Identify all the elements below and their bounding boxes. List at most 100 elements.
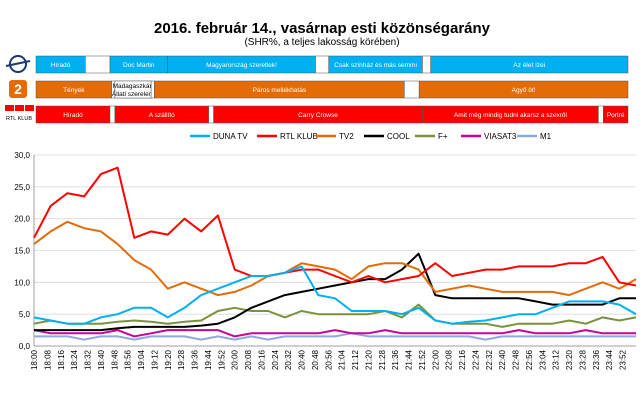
m1-logo-icon (5, 55, 31, 73)
x-tick-label: 18:00 (30, 349, 39, 370)
series-line-f- (33, 303, 637, 328)
y-tick-label: 25,0 (14, 183, 30, 192)
program-block-tv2 (150, 80, 155, 99)
x-tick-label: 21:04 (338, 349, 347, 370)
x-tick-label: 19:52 (217, 349, 226, 370)
series-line-viasat3 (33, 329, 636, 338)
x-tick-label: 20:08 (244, 349, 253, 370)
x-tick-label: 21:28 (378, 349, 387, 370)
svg-text:RTL KLUB: RTL KLUB (6, 116, 32, 122)
x-tick-label: 22:08 (445, 349, 454, 370)
program-block-rtl (598, 105, 604, 124)
x-tick-label: 20:56 (324, 349, 333, 370)
x-tick-label: 18:32 (84, 349, 93, 370)
series-line-duna-tv (33, 265, 637, 325)
x-tick-label: 19:36 (191, 349, 200, 370)
series-line-m1 (34, 332, 636, 341)
x-tick-label: 21:12 (351, 349, 360, 370)
y-tick-label: 10,0 (14, 278, 30, 287)
x-tick-label: 18:56 (124, 349, 133, 370)
x-tick-label: 19:28 (177, 349, 186, 370)
program-block-m1 (430, 55, 629, 74)
rtl-logo-icon: RTL KLUB (5, 105, 34, 122)
tv2-logo-icon: 2 (9, 80, 27, 98)
chart-title: 2016. február 14., vasárnap esti közönsé… (154, 20, 490, 37)
program-block-m1 (422, 55, 431, 74)
x-tick-label: 22:56 (525, 349, 534, 370)
x-tick-label: 21:52 (418, 349, 427, 370)
chart-legend: DUNA TV RTL KLUB TV2 COOL F+ VIASAT3 M1 (190, 132, 552, 141)
chart-series (33, 166, 637, 341)
program-label: Agyő öt! (512, 87, 536, 94)
legend-label: M1 (540, 132, 552, 141)
x-tick-label: 22:32 (485, 349, 494, 370)
svg-text:2: 2 (14, 81, 22, 97)
legend-label: F+ (438, 132, 448, 141)
y-tick-label: 15,0 (14, 247, 30, 256)
x-tick-label: 22:24 (471, 349, 480, 370)
x-tick-label: 21:20 (364, 349, 373, 370)
x-tick-label: 20:24 (271, 349, 280, 370)
x-tick-label: 20:00 (231, 349, 240, 370)
program-label: Portré (607, 112, 625, 119)
x-tick-label: 21:44 (405, 349, 414, 370)
y-tick-label: 5,0 (19, 310, 31, 319)
x-tick-label: 22:48 (512, 349, 521, 370)
program-block-tv2 (418, 80, 629, 99)
x-tick-label: 18:24 (70, 349, 79, 370)
program-label: A szállító (149, 112, 175, 119)
program-label: Magyarország szeretlek! (206, 62, 277, 69)
x-tick-label: 18:48 (110, 349, 119, 370)
program-label: Híradó (63, 112, 83, 119)
x-tick-label: 23:12 (552, 349, 561, 370)
program-label: Állati szerelem (112, 89, 154, 98)
legend-label: RTL KLUB (280, 132, 318, 141)
chart-axes: 0,0 5,0 10,0 15,0 20,0 25,0 30,0 18:00 18:08 18:1… (14, 151, 636, 370)
series-line-tv2 (33, 220, 637, 297)
chart-subtitle: (SHR%, a teljes lakosság körében) (244, 37, 400, 48)
program-block-tv2 (404, 80, 420, 99)
program-block-rtl (603, 105, 629, 124)
program-label: Páros mellékhatás (253, 87, 307, 94)
x-tick-label: 23:36 (592, 349, 601, 370)
x-tick-label: 23:20 (565, 349, 574, 370)
x-tick-label: 18:40 (97, 349, 106, 370)
x-tick-label: 23:52 (619, 349, 628, 370)
x-tick-label: 18:08 (43, 349, 52, 370)
x-tick-label: 22:16 (458, 349, 467, 370)
x-tick-label: 19:20 (164, 349, 173, 370)
x-tick-label: 18:16 (57, 349, 66, 370)
x-tick-label: 23:28 (578, 349, 587, 370)
y-tick-label: 30,0 (14, 151, 30, 160)
series-line-cool (34, 252, 636, 332)
program-label: Az élet ízei (513, 62, 545, 69)
x-tick-label: 23:04 (538, 349, 547, 370)
x-tick-label: 22:40 (498, 349, 507, 370)
x-tick-label: 23:44 (605, 349, 614, 370)
x-tick-label: 21:36 (391, 349, 400, 370)
program-block-m1 (315, 55, 329, 74)
program-block-m1 (85, 55, 111, 74)
x-tick-label: 20:40 (298, 349, 307, 370)
program-block-rtl (109, 105, 116, 124)
program-schedule: Híradó Doc Martin Magyarország szeretlek! C… (35, 55, 629, 124)
program-block-rtl (208, 105, 214, 124)
program-label: Híradó (51, 62, 71, 69)
y-tick-label: 0,0 (19, 342, 31, 351)
x-tick-label: 20:48 (311, 349, 320, 370)
x-tick-label: 19:04 (137, 349, 146, 370)
y-tick-label: 20,0 (14, 215, 30, 224)
program-label: Amit még mindig tudni akarsz a szexről (454, 112, 568, 119)
legend-label: COOL (387, 132, 410, 141)
x-tick-label: 19:44 (204, 349, 213, 370)
program-label: Doc Martin (123, 62, 155, 69)
x-tick-label: 20:32 (284, 349, 293, 370)
x-tick-label: 19:12 (150, 349, 159, 370)
program-label: Csak színház és más semmi (334, 62, 417, 69)
x-tick-label: 22:00 (431, 349, 440, 370)
legend-label: DUNA TV (213, 132, 248, 141)
x-tick-label: 20:16 (257, 349, 266, 370)
program-label: Tények (63, 87, 85, 94)
program-label: Carry Crowse (298, 112, 338, 119)
